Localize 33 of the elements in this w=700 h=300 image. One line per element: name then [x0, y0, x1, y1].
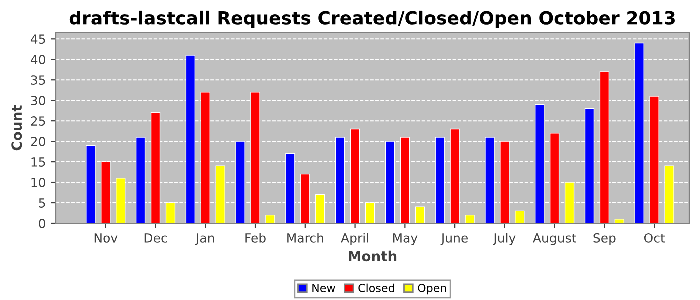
x-tick-label: Oct: [644, 233, 666, 243]
x-tick-label: Feb: [246, 233, 266, 243]
y-tick-label: 5: [39, 198, 46, 208]
y-tick-label: 20: [31, 137, 46, 146]
legend-label: Closed: [358, 284, 394, 292]
x-tick-label: Jan: [195, 234, 214, 246]
y-tick-label: 40: [30, 55, 46, 65]
y-tick-label: 10: [32, 178, 46, 188]
x-tick-label: Sep: [594, 233, 616, 246]
y-tick-label: 15: [32, 158, 46, 167]
y-tick-label: 35: [31, 76, 46, 86]
x-tick-label: July: [493, 233, 516, 246]
legend-label: New: [312, 284, 336, 292]
y-tick-label: 25: [31, 116, 46, 126]
legend-label: Open: [418, 284, 446, 295]
y-tick-label: 45: [30, 34, 46, 44]
x-tick-label: June: [440, 234, 468, 246]
x-tick-label: August: [533, 234, 576, 246]
bar: [515, 210, 525, 224]
bar: [415, 206, 425, 224]
x-tick-label: April: [341, 233, 368, 246]
bar: [614, 219, 625, 224]
x-tick-label: Dec: [144, 234, 168, 243]
y-axis-title: Count: [12, 105, 22, 151]
x-axis-title: Month: [349, 250, 397, 262]
chart-title: drafts-lastcall Requests Created/Closed/Open October 2013: [70, 10, 675, 28]
x-tick-label: March: [288, 233, 324, 243]
y-tick-label: 30: [31, 96, 46, 106]
x-tick-label: May: [393, 234, 418, 246]
bar: [465, 214, 475, 224]
bar: [266, 214, 276, 224]
y-tick-label: 0: [39, 218, 46, 228]
x-tick-label: Nov: [94, 234, 118, 243]
